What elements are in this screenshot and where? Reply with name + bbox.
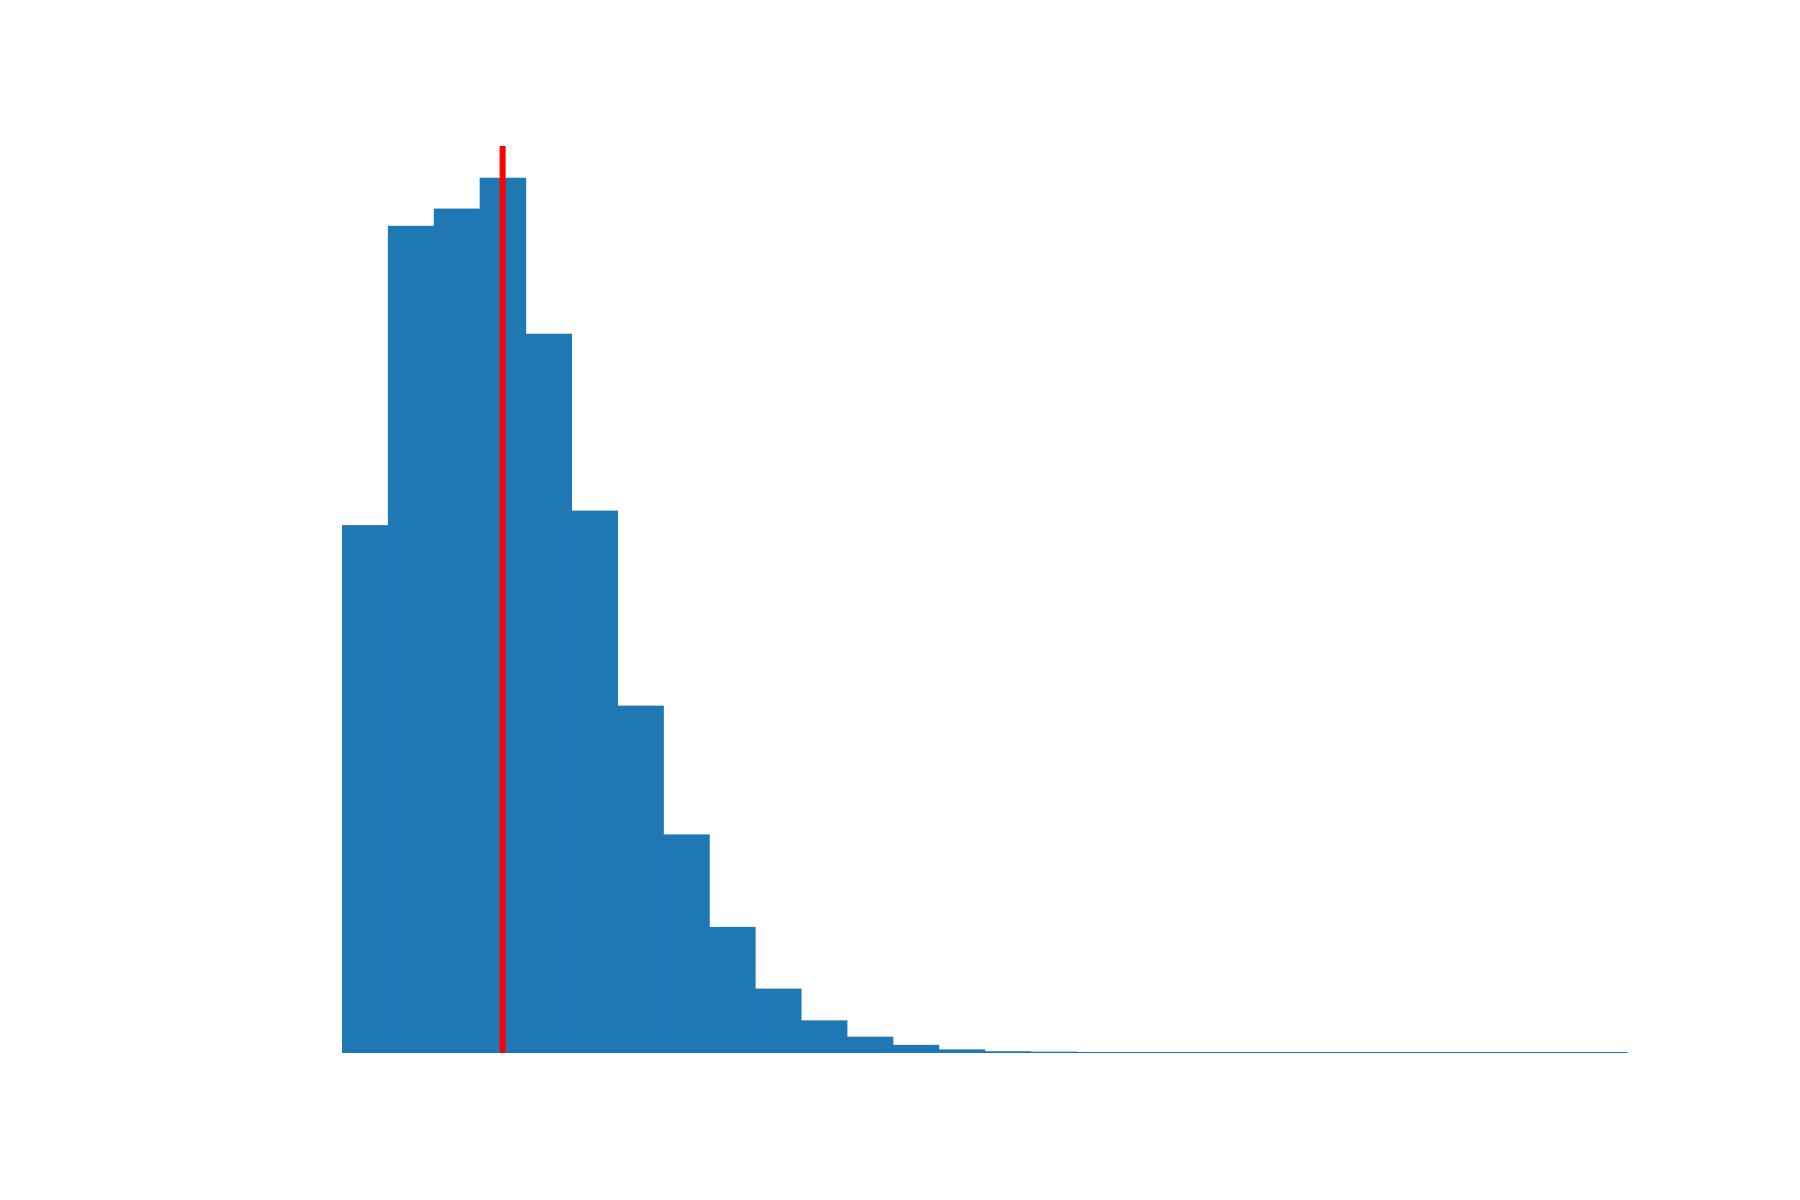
histogram-bar-6 bbox=[617, 705, 664, 1053]
histogram-bar-10 bbox=[800, 1020, 848, 1053]
histogram-bar-2 bbox=[433, 208, 481, 1053]
histogram-bar-25 bbox=[1489, 1052, 1536, 1053]
histogram-bar-26 bbox=[1535, 1052, 1582, 1053]
histogram-bar-22 bbox=[1351, 1052, 1399, 1053]
histogram-bar-7 bbox=[663, 834, 710, 1053]
histogram-bar-16 bbox=[1076, 1052, 1123, 1053]
histogram-bar-12 bbox=[892, 1044, 940, 1053]
histogram-bar-20 bbox=[1259, 1052, 1307, 1053]
histogram-bar-24 bbox=[1443, 1052, 1490, 1053]
histogram-bar-11 bbox=[846, 1036, 894, 1053]
histogram-bar-1 bbox=[387, 225, 435, 1054]
histogram-bar-18 bbox=[1168, 1052, 1215, 1053]
histogram-bar-4 bbox=[525, 333, 573, 1053]
histogram-bar-8 bbox=[709, 926, 756, 1053]
histogram-bar-0 bbox=[342, 525, 389, 1053]
histogram-bar-15 bbox=[1030, 1051, 1077, 1053]
histogram-bar-5 bbox=[571, 510, 618, 1053]
histogram-bar-17 bbox=[1122, 1052, 1169, 1053]
histogram-bar-13 bbox=[938, 1049, 986, 1053]
histogram-bar-21 bbox=[1305, 1052, 1353, 1053]
histogram-bar-27 bbox=[1581, 1052, 1628, 1053]
histogram-bar-14 bbox=[984, 1051, 1031, 1053]
histogram-bars bbox=[342, 177, 1628, 1054]
histogram-bar-9 bbox=[755, 988, 802, 1053]
histogram-bar-23 bbox=[1397, 1052, 1445, 1053]
histogram-bar-19 bbox=[1213, 1052, 1261, 1053]
